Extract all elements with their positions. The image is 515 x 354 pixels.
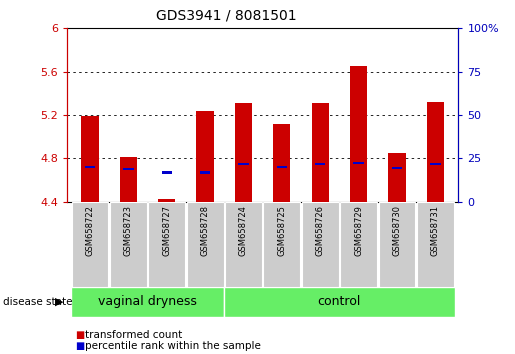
FancyBboxPatch shape [263, 202, 300, 287]
Text: GSM658722: GSM658722 [85, 205, 94, 256]
Text: GSM658728: GSM658728 [200, 205, 210, 256]
Bar [235, 103, 252, 202]
Bar [196, 111, 214, 202]
FancyBboxPatch shape [72, 202, 108, 287]
Bar [430, 162, 440, 165]
Text: GSM658727: GSM658727 [162, 205, 171, 256]
Text: transformed count: transformed count [85, 330, 182, 339]
Text: GDS3941 / 8081501: GDS3941 / 8081501 [156, 9, 297, 23]
Bar [238, 162, 249, 165]
Bar [427, 102, 444, 202]
Text: ■: ■ [75, 341, 84, 351]
Bar [81, 116, 98, 202]
Bar [158, 199, 175, 202]
Bar [273, 124, 290, 202]
Text: ▶: ▶ [55, 297, 63, 307]
Text: GSM658723: GSM658723 [124, 205, 133, 256]
Text: vaginal dryness: vaginal dryness [98, 295, 197, 308]
Text: ■: ■ [75, 330, 84, 339]
Text: GSM658725: GSM658725 [278, 205, 286, 256]
Bar [353, 161, 364, 164]
FancyBboxPatch shape [225, 202, 262, 287]
FancyBboxPatch shape [340, 202, 377, 287]
Text: control: control [318, 295, 361, 308]
Bar [200, 171, 210, 174]
FancyBboxPatch shape [417, 202, 454, 287]
Bar [392, 167, 402, 169]
Bar [315, 162, 325, 165]
Text: GSM658724: GSM658724 [239, 205, 248, 256]
Bar [277, 166, 287, 168]
Bar [388, 153, 406, 202]
Text: GSM658726: GSM658726 [316, 205, 325, 256]
Text: GSM658729: GSM658729 [354, 205, 363, 256]
Bar [123, 168, 133, 170]
Bar [350, 66, 367, 202]
Bar [162, 171, 172, 174]
Bar [85, 166, 95, 168]
Bar [119, 157, 137, 202]
FancyBboxPatch shape [148, 202, 185, 287]
Text: percentile rank within the sample: percentile rank within the sample [85, 341, 261, 351]
FancyBboxPatch shape [379, 202, 416, 287]
Text: GSM658730: GSM658730 [392, 205, 402, 256]
Text: GSM658731: GSM658731 [431, 205, 440, 256]
FancyBboxPatch shape [224, 287, 455, 317]
FancyBboxPatch shape [302, 202, 339, 287]
Text: disease state: disease state [3, 297, 72, 307]
Bar [312, 103, 329, 202]
FancyBboxPatch shape [71, 287, 224, 317]
FancyBboxPatch shape [110, 202, 147, 287]
FancyBboxPatch shape [186, 202, 224, 287]
